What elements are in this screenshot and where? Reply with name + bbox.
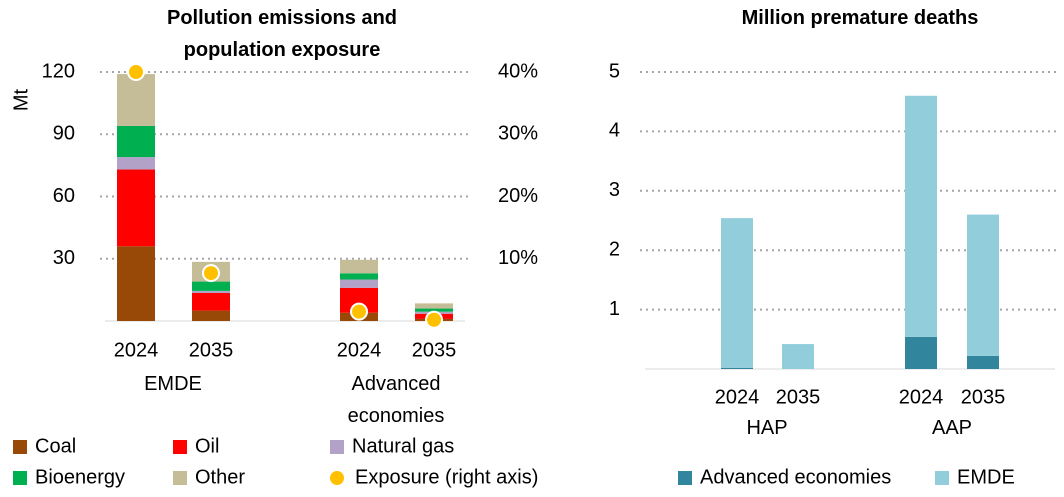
y-tick-label: 3: [609, 179, 620, 201]
legend-swatch: [13, 471, 27, 485]
group-label: HAP: [746, 417, 788, 439]
legend-label: Advanced economies: [700, 466, 891, 488]
exposure-point: [425, 310, 443, 329]
bar-segment: [192, 290, 230, 293]
bar-segment: [415, 303, 453, 309]
bar-segment: [192, 281, 230, 291]
y-tick-label: 4: [609, 120, 620, 142]
x-tick-label: 2035: [961, 386, 1006, 408]
bar-segment: [905, 336, 937, 369]
legend-label: Natural gas: [352, 435, 454, 457]
bar-segment: [967, 355, 999, 369]
y-tick-label: 2: [609, 238, 620, 260]
x-tick-label: 2024: [114, 339, 159, 361]
legend-label: Coal: [35, 435, 76, 457]
group-label: EMDE: [144, 373, 202, 395]
bar-segment: [192, 292, 230, 311]
group-label: AAP: [931, 417, 973, 439]
legend-swatch: [330, 471, 344, 485]
group-label: Advanced economies: [347, 373, 445, 427]
legend-label: Oil: [195, 435, 219, 457]
bar-segment: [117, 125, 155, 158]
bar-segment: [721, 367, 753, 369]
y-tick-label: 1: [609, 298, 620, 320]
exposure-point: [350, 302, 368, 321]
bar-segment: [117, 169, 155, 247]
legend-label: Exposure (right axis): [355, 466, 538, 488]
bar-segment: [905, 95, 937, 337]
legend-swatch: [173, 471, 187, 485]
y-tick-label: 60: [53, 185, 75, 207]
bar-segment: [117, 157, 155, 170]
legend-swatch: [13, 440, 27, 454]
bar-segment: [117, 74, 155, 126]
x-tick-label: 2024: [337, 339, 382, 361]
y2-tick-label: 40%: [498, 60, 538, 82]
x-tick-label: 2024: [899, 386, 944, 408]
exposure-point: [202, 264, 220, 283]
bar-segment: [967, 214, 999, 356]
legend-swatch: [173, 440, 187, 454]
y2-tick-label: 30%: [498, 123, 538, 145]
x-tick-label: 2035: [776, 386, 821, 408]
y2-tick-label: 10%: [498, 247, 538, 269]
legend-swatch: [678, 471, 692, 485]
bar-segment: [340, 273, 378, 280]
x-tick-label: 2035: [189, 339, 234, 361]
y-tick-label: 30: [53, 247, 75, 269]
y-tick-label: 90: [53, 123, 75, 145]
bar-segment: [721, 218, 753, 368]
legend-swatch: [330, 440, 344, 454]
bar-segment: [782, 344, 814, 369]
y-axis-label: Mt: [10, 88, 32, 111]
legend-label: EMDE: [957, 466, 1015, 488]
legend-label: Bioenergy: [35, 466, 125, 488]
bar-segment: [415, 308, 453, 312]
legend-swatch: [935, 471, 949, 485]
x-tick-label: 2024: [715, 386, 760, 408]
bar-segment: [340, 279, 378, 288]
legend-label: Other: [195, 466, 245, 488]
y2-tick-label: 20%: [498, 185, 538, 207]
bar-segment: [340, 259, 378, 274]
exposure-point: [127, 63, 145, 81]
x-tick-label: 2035: [412, 339, 457, 361]
chart-title: Pollution emissions and population expos…: [166, 7, 398, 61]
bar-segment: [117, 246, 155, 321]
bar-segment: [192, 310, 230, 321]
y-tick-label: 120: [42, 60, 75, 82]
chart-title: Million premature deaths: [741, 7, 979, 29]
y-tick-label: 5: [609, 60, 620, 82]
